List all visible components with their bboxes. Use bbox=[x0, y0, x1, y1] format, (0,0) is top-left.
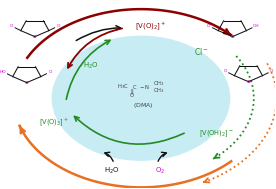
Text: O: O bbox=[49, 70, 52, 74]
Text: $\rm [V(OH)_2]^-$: $\rm [V(OH)_2]^-$ bbox=[199, 129, 233, 139]
Text: $\rm -N$: $\rm -N$ bbox=[138, 83, 150, 91]
Text: $\rm [V(O)_3]^+$: $\rm [V(O)_3]^+$ bbox=[39, 116, 68, 128]
Text: $\rm CH_3$: $\rm CH_3$ bbox=[153, 86, 165, 95]
Text: O: O bbox=[230, 35, 234, 39]
Text: O: O bbox=[207, 24, 211, 28]
Text: $\rm H_2O$: $\rm H_2O$ bbox=[83, 61, 99, 71]
Text: $\rm CH_3$: $\rm CH_3$ bbox=[153, 79, 165, 88]
Circle shape bbox=[52, 36, 230, 160]
Text: $\rm O_2$: $\rm O_2$ bbox=[155, 165, 165, 176]
Text: $\rm [V(O)_2]^+$: $\rm [V(O)_2]^+$ bbox=[135, 20, 166, 32]
Text: O: O bbox=[223, 69, 227, 73]
Text: $\rm H_2O$: $\rm H_2O$ bbox=[104, 165, 119, 176]
Text: $\rm ||$: $\rm ||$ bbox=[130, 87, 134, 96]
Text: $\rm H_3C$: $\rm H_3C$ bbox=[117, 83, 129, 91]
Text: $\rm Cl^-$: $\rm Cl^-$ bbox=[194, 46, 209, 57]
Text: O: O bbox=[57, 24, 60, 28]
Text: $\rm (DMA)$: $\rm (DMA)$ bbox=[133, 101, 154, 110]
Text: $\rm O$: $\rm O$ bbox=[129, 91, 135, 99]
Text: OH: OH bbox=[253, 24, 259, 28]
Text: O: O bbox=[33, 35, 37, 39]
Text: O: O bbox=[25, 81, 29, 85]
Text: O: O bbox=[247, 80, 250, 84]
Text: O: O bbox=[10, 24, 13, 28]
Text: HO: HO bbox=[0, 70, 7, 74]
Text: $\rm C$: $\rm C$ bbox=[132, 83, 137, 91]
Text: O: O bbox=[270, 69, 274, 73]
